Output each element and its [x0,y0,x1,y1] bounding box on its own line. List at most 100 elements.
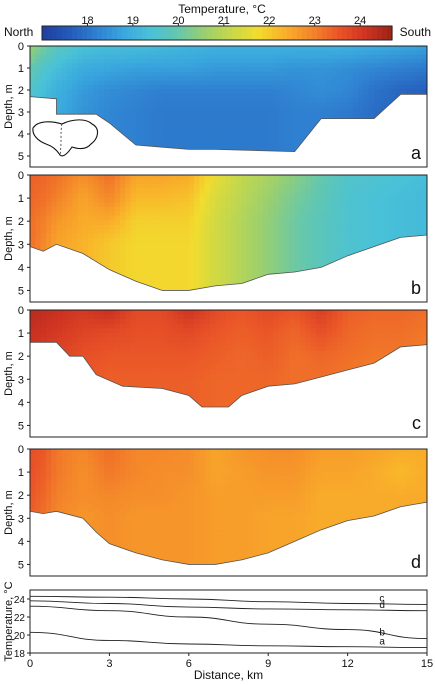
temperature-cell [93,252,100,258]
temperature-cell [151,261,158,267]
temperature-cell [284,58,290,64]
temperature-cell [114,341,121,347]
temperature-cell [77,328,84,334]
temperature-cell [157,119,163,125]
temperature-cell [395,54,402,60]
temperature-cell [40,136,47,142]
temperature-cell [215,76,222,82]
temperature-cell [151,89,158,95]
temperature-cell [72,202,79,208]
temperature-cell [135,128,142,134]
temperature-cell [157,89,163,95]
temperature-cell [188,238,195,244]
temperature-cell [104,319,110,325]
temperature-cell [30,202,36,208]
temperature-cell [51,319,58,325]
temperature-cell [130,229,137,235]
temperature-cell [262,119,269,125]
temperature-cell [294,188,301,194]
temperature-cell [151,119,158,125]
temperature-cell [30,67,36,73]
temperature-cell [45,405,52,407]
temperature-cell [135,63,142,69]
temperature-cell [299,149,306,152]
temperature-cell [379,154,385,159]
temperature-cell [72,332,79,338]
temperature-cell [342,102,349,108]
temperature-cell [172,58,179,64]
temperature-cell [358,283,365,289]
temperature-cell [204,128,211,134]
temperature-cell [45,261,52,267]
temperature-cell [352,63,359,69]
temperature-cell [289,184,296,190]
temperature-cell [220,50,227,56]
temperature-cell [278,274,285,280]
temperature-cell [188,243,195,249]
temperature-cell [416,128,423,134]
temperature-cell [405,202,412,208]
temperature-cell [209,106,216,112]
temperature-cell [421,175,427,181]
temperature-cell [326,256,333,262]
temperature-cell [363,63,370,69]
temperature-cell [178,184,185,190]
temperature-cell [389,229,396,235]
temperature-cell [347,110,354,116]
temperature-cell [209,102,216,108]
colorbar-swatch [302,26,308,40]
temperature-cell [93,58,100,64]
temperature-cell [40,261,47,267]
temperature-cell [247,229,253,235]
temperature-cell [326,119,333,125]
temperature-cell [119,229,126,235]
temperature-cell [305,76,312,82]
temperature-cell [88,346,95,352]
temperature-cell [268,141,275,146]
temperature-cell [299,193,306,199]
temperature-cell [30,310,36,316]
temperature-cell [61,396,68,402]
temperature-cell [93,396,100,402]
temperature-cell [141,341,148,347]
temperature-cell [82,115,89,121]
temperature-cell [109,97,116,103]
temperature-cell [278,132,285,138]
temperature-cell [220,102,227,108]
temperature-cell [299,252,306,258]
temperature-cell [204,238,211,244]
temperature-cell [337,136,343,142]
temperature-cell [30,314,36,320]
temperature-cell [262,243,269,249]
temperature-cell [326,67,333,73]
temperature-cell [241,89,248,95]
temperature-cell [45,215,52,221]
temperature-cell [241,197,248,203]
temperature-cell [151,341,158,347]
temperature-cell [51,283,58,289]
temperature-cell [104,368,110,375]
temperature-cell [30,270,36,276]
temperature-cell [157,80,163,86]
temperature-cell [104,158,110,163]
temperature-cell [194,63,200,69]
temperature-cell [51,256,58,262]
temperature-cell [347,197,354,203]
temperature-cell [332,154,338,159]
temperature-cell [305,247,312,253]
temperature-cell [416,224,423,231]
temperature-cell [374,154,380,159]
temperature-cell [305,154,311,159]
temperature-cell [273,179,280,185]
colorbar-swatch [227,26,233,40]
temperature-cell [88,310,95,316]
temperature-cell [131,419,137,424]
temperature-cell [30,378,36,384]
temperature-cell [299,283,306,289]
temperature-cell [114,58,121,64]
temperature-cell [98,119,105,125]
temperature-cell [342,115,349,121]
temperature-cell [146,149,153,152]
temperature-cell [109,224,116,231]
temperature-cell [93,355,100,361]
